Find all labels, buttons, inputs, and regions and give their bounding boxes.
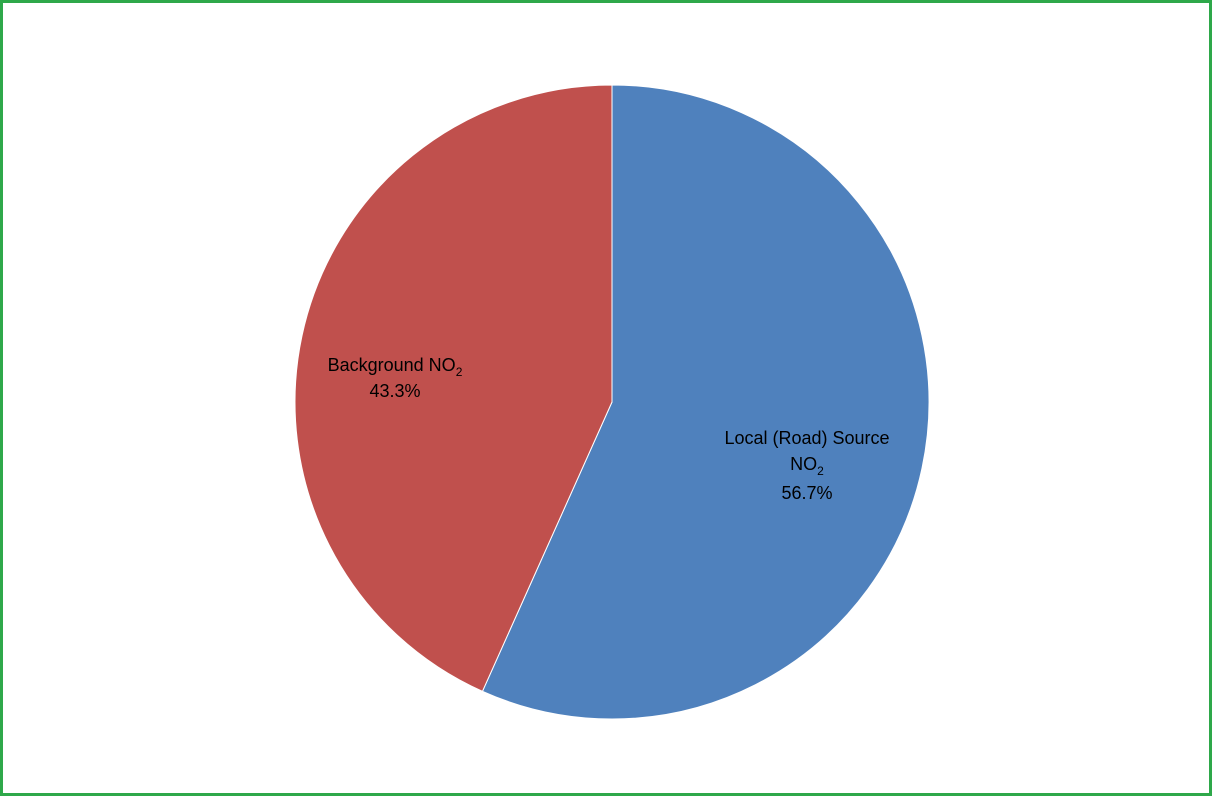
- pie-slice-local-road-source: [481, 84, 930, 720]
- slice-value-background: 43.3%: [369, 381, 420, 401]
- pie-slices: [294, 84, 930, 720]
- slice-value-local-road-source: 56.7%: [781, 483, 832, 503]
- slice-label-background-no2: Background NO2: [328, 355, 463, 379]
- pie-chart: Local (Road) Source NO2 56.7% Background…: [294, 84, 930, 720]
- slice-label-local-road-source: Local (Road) Source: [724, 428, 889, 448]
- slice-label-local-road-source-no2: NO2: [790, 454, 824, 478]
- pie-slice-background: [294, 84, 613, 692]
